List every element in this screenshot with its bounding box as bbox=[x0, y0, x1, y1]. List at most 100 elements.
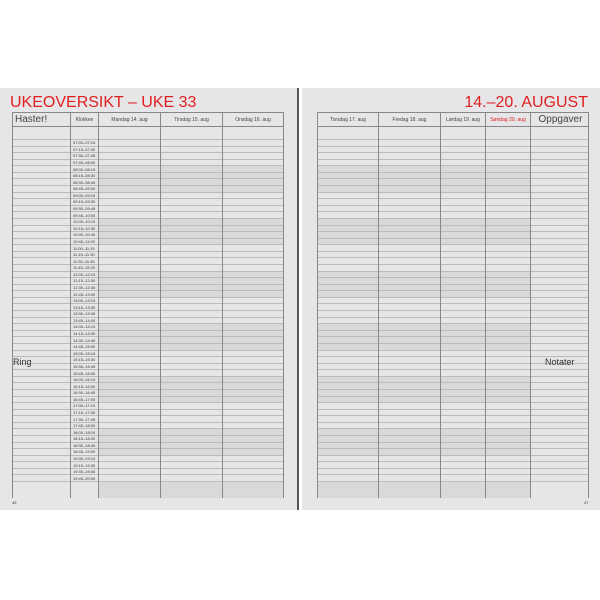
urgent-cell[interactable] bbox=[12, 303, 71, 311]
day-cell[interactable] bbox=[222, 362, 284, 370]
day-cell[interactable] bbox=[98, 415, 161, 423]
task-cell[interactable] bbox=[530, 158, 589, 166]
day-cell[interactable] bbox=[317, 310, 379, 318]
day-cell[interactable] bbox=[485, 402, 531, 410]
task-cell[interactable] bbox=[530, 217, 589, 226]
day-cell[interactable] bbox=[222, 375, 284, 383]
task-cell[interactable] bbox=[530, 178, 589, 186]
urgent-cell[interactable] bbox=[12, 250, 71, 258]
urgent-cell[interactable] bbox=[12, 408, 71, 416]
day-cell[interactable] bbox=[98, 369, 161, 377]
day-cell[interactable] bbox=[317, 231, 379, 239]
task-cell[interactable] bbox=[530, 231, 589, 239]
day-cell[interactable] bbox=[317, 474, 379, 482]
day-cell[interactable] bbox=[485, 158, 531, 166]
day-cell[interactable] bbox=[160, 408, 223, 416]
task-cell[interactable] bbox=[530, 402, 589, 410]
day-cell[interactable] bbox=[160, 448, 223, 456]
day-cell[interactable] bbox=[98, 402, 161, 410]
day-cell[interactable] bbox=[317, 139, 379, 147]
day-cell[interactable] bbox=[378, 474, 441, 482]
day-cell[interactable] bbox=[440, 198, 486, 206]
day-cell[interactable] bbox=[317, 388, 379, 397]
day-cell[interactable] bbox=[317, 152, 379, 160]
day-cell[interactable] bbox=[98, 481, 161, 498]
task-cell[interactable] bbox=[530, 316, 589, 324]
day-cell[interactable] bbox=[440, 382, 486, 390]
day-cell[interactable] bbox=[317, 467, 379, 475]
task-cell[interactable] bbox=[530, 323, 589, 331]
day-cell[interactable] bbox=[485, 441, 531, 449]
day-cell[interactable] bbox=[222, 461, 284, 469]
urgent-cell[interactable] bbox=[12, 152, 71, 160]
day-cell[interactable] bbox=[485, 145, 531, 153]
day-cell[interactable] bbox=[440, 264, 486, 272]
day-cell[interactable] bbox=[160, 342, 223, 350]
day-cell[interactable] bbox=[160, 454, 223, 462]
day-cell[interactable] bbox=[317, 145, 379, 153]
task-cell[interactable] bbox=[530, 435, 589, 443]
urgent-cell[interactable] bbox=[12, 375, 71, 383]
urgent-cell[interactable] bbox=[12, 435, 71, 443]
day-cell[interactable] bbox=[485, 415, 531, 423]
task-cell[interactable] bbox=[530, 126, 589, 140]
day-cell[interactable] bbox=[160, 349, 223, 357]
task-cell[interactable] bbox=[530, 270, 589, 278]
day-cell[interactable] bbox=[440, 362, 486, 370]
urgent-cell[interactable] bbox=[12, 185, 71, 193]
day-cell[interactable] bbox=[160, 244, 223, 252]
task-cell[interactable] bbox=[530, 336, 589, 344]
day-cell[interactable] bbox=[485, 217, 531, 226]
task-cell[interactable] bbox=[530, 448, 589, 456]
urgent-cell[interactable] bbox=[12, 421, 71, 429]
task-cell[interactable] bbox=[530, 428, 589, 436]
day-cell[interactable] bbox=[160, 421, 223, 429]
day-cell[interactable] bbox=[485, 428, 531, 436]
task-cell[interactable] bbox=[530, 356, 589, 364]
day-cell[interactable] bbox=[317, 191, 379, 199]
day-cell[interactable] bbox=[440, 277, 486, 285]
day-cell[interactable] bbox=[317, 204, 379, 212]
day-cell[interactable] bbox=[378, 461, 441, 469]
day-cell[interactable] bbox=[317, 290, 379, 298]
day-cell[interactable] bbox=[98, 290, 161, 298]
day-cell[interactable] bbox=[160, 264, 223, 272]
day-cell[interactable] bbox=[378, 244, 441, 252]
urgent-cell[interactable] bbox=[12, 402, 71, 410]
day-cell[interactable] bbox=[160, 336, 223, 344]
day-cell[interactable] bbox=[440, 244, 486, 252]
task-cell[interactable] bbox=[530, 139, 589, 147]
day-cell[interactable] bbox=[440, 323, 486, 331]
day-cell[interactable] bbox=[222, 191, 284, 199]
day-cell[interactable] bbox=[98, 329, 161, 337]
day-cell[interactable] bbox=[378, 382, 441, 390]
day-cell[interactable] bbox=[98, 296, 161, 304]
day-cell[interactable] bbox=[160, 441, 223, 449]
day-cell[interactable] bbox=[160, 395, 223, 403]
day-cell[interactable] bbox=[317, 158, 379, 166]
urgent-cell[interactable] bbox=[12, 369, 71, 377]
day-cell[interactable] bbox=[98, 454, 161, 462]
day-cell[interactable] bbox=[485, 152, 531, 160]
day-cell[interactable] bbox=[378, 375, 441, 383]
task-cell[interactable] bbox=[530, 329, 589, 337]
day-cell[interactable] bbox=[98, 362, 161, 370]
urgent-cell[interactable] bbox=[12, 139, 71, 147]
day-cell[interactable] bbox=[440, 171, 486, 179]
day-cell[interactable] bbox=[440, 126, 486, 140]
day-cell[interactable] bbox=[222, 185, 284, 193]
day-cell[interactable] bbox=[378, 336, 441, 344]
urgent-cell[interactable] bbox=[12, 395, 71, 403]
task-cell[interactable] bbox=[530, 382, 589, 390]
day-cell[interactable] bbox=[98, 342, 161, 350]
day-cell[interactable] bbox=[440, 316, 486, 324]
urgent-cell[interactable] bbox=[12, 296, 71, 304]
task-cell[interactable] bbox=[530, 415, 589, 423]
day-cell[interactable] bbox=[98, 250, 161, 258]
task-cell[interactable] bbox=[530, 185, 589, 193]
day-cell[interactable] bbox=[378, 342, 441, 350]
day-cell[interactable] bbox=[98, 165, 161, 173]
day-cell[interactable] bbox=[98, 388, 161, 397]
day-cell[interactable] bbox=[317, 264, 379, 272]
day-cell[interactable] bbox=[317, 270, 379, 278]
